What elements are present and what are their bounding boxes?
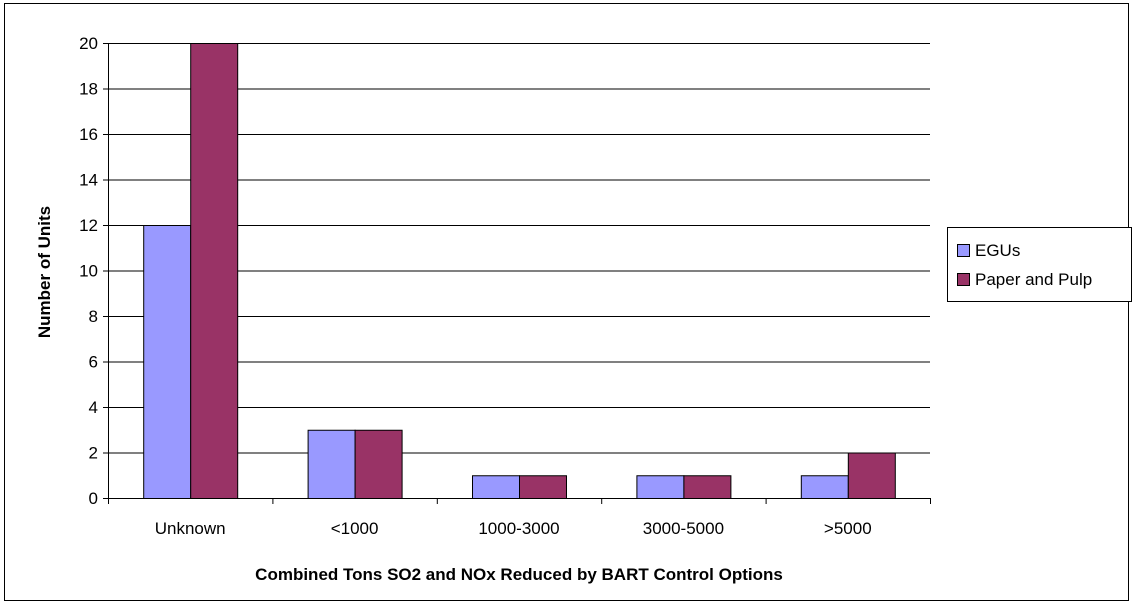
legend-item-paper-and-pulp: Paper and Pulp bbox=[948, 265, 1131, 294]
bar-egus-4 bbox=[800, 475, 849, 499]
y-tick-label: 18 bbox=[79, 80, 98, 99]
x-axis-label: Combined Tons SO2 and NOx Reduced by BAR… bbox=[255, 565, 783, 584]
bar-paper-and-pulp-4 bbox=[847, 452, 896, 499]
legend-label-egus: EGUs bbox=[975, 240, 1021, 260]
x-tick-label: 3000-5000 bbox=[643, 519, 724, 538]
y-tick-label: 2 bbox=[89, 444, 98, 463]
y-tick-label: 8 bbox=[89, 307, 98, 326]
bar-egus-2 bbox=[472, 475, 520, 499]
y-tick-label: 4 bbox=[89, 398, 98, 417]
y-tick-label: 6 bbox=[89, 353, 98, 372]
y-tick-label: 20 bbox=[79, 34, 98, 53]
bar-paper-and-pulp-1 bbox=[354, 429, 403, 499]
y-tick-labels: 0 2 4 6 8 10 12 14 16 18 20 bbox=[79, 34, 98, 508]
x-tick-label: >5000 bbox=[824, 519, 872, 538]
x-tick-label: <1000 bbox=[331, 519, 379, 538]
bar-paper-and-pulp-2 bbox=[519, 475, 567, 499]
y-tick-label: 16 bbox=[79, 125, 98, 144]
bar-egus-0 bbox=[143, 225, 192, 499]
legend: EGUs Paper and Pulp bbox=[947, 227, 1132, 302]
bar-egus-1 bbox=[307, 429, 356, 499]
bar-paper-and-pulp-0 bbox=[190, 43, 239, 499]
y-tick-label: 10 bbox=[79, 262, 98, 281]
x-tick-label: Unknown bbox=[155, 519, 226, 538]
legend-swatch-egus bbox=[957, 244, 970, 257]
legend-label-paper-and-pulp: Paper and Pulp bbox=[975, 269, 1093, 289]
bar-egus-3 bbox=[636, 475, 685, 499]
bar-paper-and-pulp-3 bbox=[683, 475, 732, 499]
legend-swatch-paper-and-pulp bbox=[957, 273, 970, 286]
x-tick-labels: Unknown <1000 1000-3000 3000-5000 >5000 bbox=[155, 519, 872, 538]
axes bbox=[103, 43, 931, 504]
y-axis-label: Number of Units bbox=[35, 206, 54, 338]
y-tick-label: 0 bbox=[89, 489, 98, 508]
y-tick-label: 14 bbox=[79, 171, 98, 190]
x-tick-label: 1000-3000 bbox=[478, 519, 559, 538]
legend-item-egus: EGUs bbox=[948, 236, 1131, 265]
gridlines bbox=[108, 43, 930, 454]
y-tick-label: 12 bbox=[79, 216, 98, 235]
